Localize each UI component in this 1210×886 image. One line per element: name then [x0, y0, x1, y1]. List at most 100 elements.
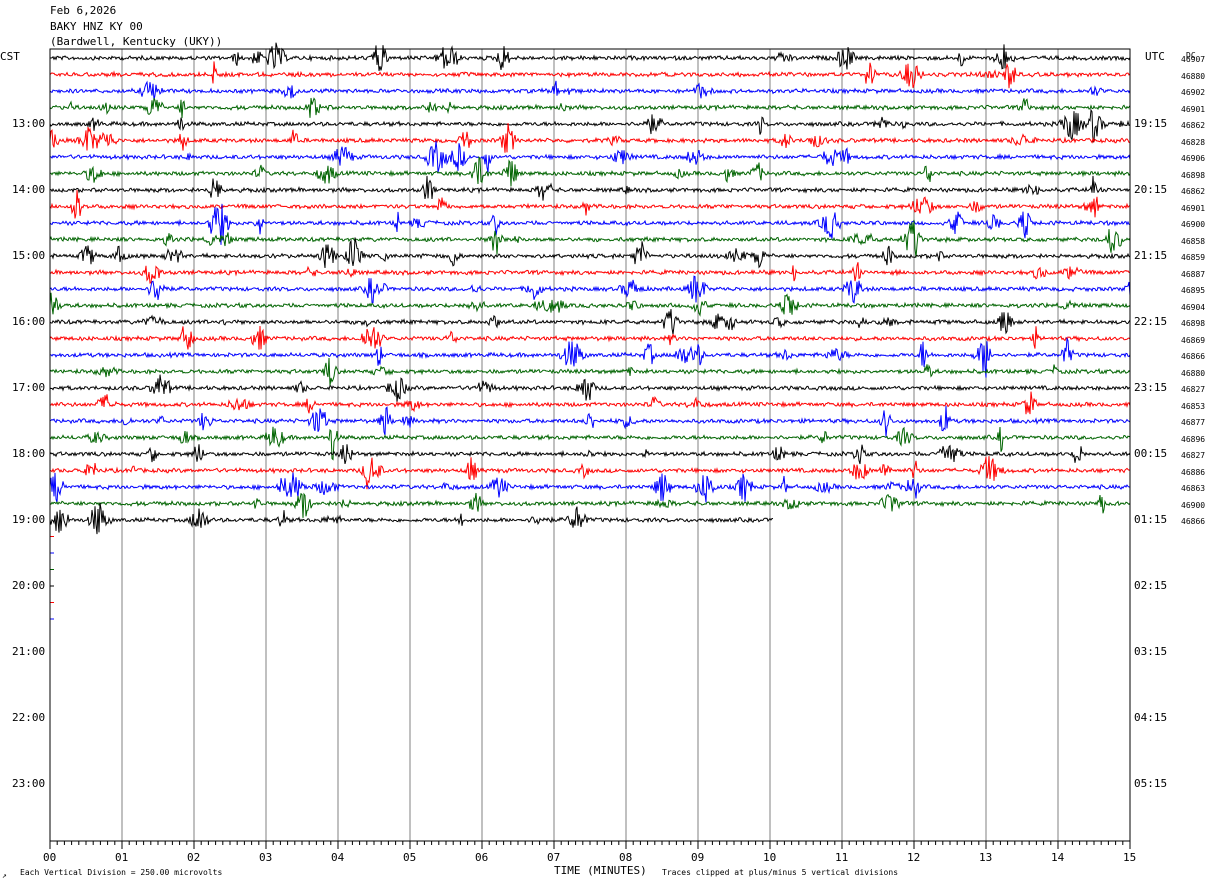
- trace-row-20: [49, 374, 1131, 403]
- right-hour-label: 04:15: [1134, 711, 1168, 724]
- trace-row-27: [49, 492, 1131, 518]
- dc-offset-label: 46827: [1181, 451, 1206, 460]
- trace-row-10: [49, 203, 1131, 245]
- left-hour-label: 17:00: [12, 381, 46, 394]
- trace-row-13: [49, 262, 1131, 284]
- left-hour-label: 20:00: [12, 579, 46, 592]
- left-hour-label: 19:00: [12, 513, 46, 526]
- x-tick-label: 13: [979, 851, 993, 864]
- x-tick-label: 15: [1123, 851, 1137, 864]
- right-hour-label: 23:15: [1134, 381, 1168, 394]
- scale-note: Each Vertical Division = 250.00 microvol…: [20, 868, 223, 877]
- trace-row-0: [50, 42, 1131, 72]
- dc-offset-label: 46862: [1181, 187, 1206, 196]
- trace-row-18: [49, 336, 1131, 378]
- x-tick-label: 08: [619, 851, 633, 864]
- x-axis-ticks: [49, 841, 1131, 849]
- x-tick-label: 14: [1051, 851, 1065, 864]
- dc-offset-label: 46887: [1181, 269, 1206, 279]
- dc-offset-label: 46827: [1181, 385, 1206, 394]
- trace-row-14: [49, 275, 1131, 304]
- right-hour-label: 01:15: [1134, 513, 1168, 526]
- dc-offset-label: 46895: [1181, 286, 1206, 295]
- x-tick-label: 11: [835, 851, 849, 864]
- x-tick-label: 12: [907, 851, 921, 864]
- right-hour-label: 03:15: [1134, 645, 1168, 658]
- trace-row-16: [49, 309, 1131, 335]
- trace-row-28: [49, 502, 774, 535]
- trace-row-5: [49, 122, 1131, 153]
- x-tick-label: 01: [115, 851, 129, 864]
- x-tick-label: 05: [403, 851, 417, 864]
- trace-row-1: [49, 61, 1131, 89]
- left-hour-label: 21:00: [12, 645, 46, 658]
- right-hour-label: 00:15: [1134, 447, 1168, 460]
- trace-row-25: [49, 456, 1131, 490]
- plot-frame: [49, 48, 1131, 842]
- clip-note: Traces clipped at plus/minus 5 vertical …: [662, 868, 899, 877]
- right-hour-label: 19:15: [1134, 117, 1168, 130]
- trace-row-2: [49, 80, 1131, 101]
- dc-offset-label: 46898: [1181, 170, 1206, 180]
- dc-offset-label: 46858: [1181, 236, 1206, 246]
- x-tick-label: 00: [43, 851, 57, 864]
- dc-offset-label: 46906: [1181, 154, 1206, 163]
- left-hour-label: 15:00: [12, 249, 46, 262]
- right-hour-label: 22:15: [1134, 315, 1168, 328]
- x-tick-label: 03: [259, 851, 273, 864]
- left-hour-label: 23:00: [12, 777, 46, 790]
- trace-row-12: [49, 237, 1131, 269]
- dc-offset-label: 46866: [1181, 352, 1206, 361]
- right-hour-label: 02:15: [1134, 579, 1168, 592]
- right-hour-label: 05:15: [1134, 777, 1168, 790]
- trace-row-21: [49, 391, 1131, 415]
- trace-row-7: [49, 156, 1131, 187]
- chart-date: Feb 6,2026: [50, 4, 117, 17]
- corner-mark-icon: ↗: [2, 871, 7, 880]
- dc-offset-label: 46853: [1181, 401, 1206, 411]
- x-tick-label: 04: [331, 851, 345, 864]
- trace-row-19: [49, 357, 1131, 386]
- left-hour-label: 14:00: [12, 183, 46, 196]
- dc-offset-label: 46900: [1181, 500, 1206, 510]
- dc-offset-label: 46898: [1181, 319, 1206, 328]
- dc-offset-label: 46900: [1181, 220, 1206, 229]
- right-hour-label: 20:15: [1134, 183, 1168, 196]
- trace-row-6: [49, 140, 1131, 173]
- trace-row-24: [49, 444, 1131, 465]
- x-tick-label: 07: [547, 851, 561, 864]
- dc-offset-label: 46866: [1181, 517, 1206, 526]
- dc-offset-label: 46863: [1181, 484, 1206, 493]
- left-hour-label: 16:00: [12, 315, 46, 328]
- dc-offset-label: 46901: [1181, 203, 1206, 213]
- trace-row-22: [49, 405, 1131, 437]
- right-hour-label: 21:15: [1134, 249, 1168, 262]
- trace-row-26: [49, 472, 1130, 503]
- trace-row-3: [49, 97, 1131, 119]
- dc-offset-label: 46896: [1181, 434, 1206, 444]
- dc-offset-label: 46904: [1181, 302, 1206, 312]
- seismic-traces: [49, 42, 1131, 620]
- dc-offset-label: 46869: [1181, 335, 1206, 345]
- trace-row-11: [49, 219, 1131, 258]
- x-tick-label: 02: [187, 851, 201, 864]
- dc-offset-label: 46902: [1181, 88, 1206, 97]
- left-hour-label: 18:00: [12, 447, 46, 460]
- left-hour-label: 22:00: [12, 711, 46, 724]
- trace-row-9: [49, 190, 1131, 219]
- x-tick-label: 09: [691, 851, 705, 864]
- trace-row-15: [49, 292, 1131, 317]
- dc-offset-label: 46901: [1181, 104, 1206, 114]
- x-tick-label: 06: [475, 851, 489, 864]
- dc-offset-label: 46880: [1181, 71, 1206, 81]
- x-tick-label: 10: [763, 851, 777, 864]
- dc-header-label: DC: [1186, 51, 1196, 60]
- grid-lines: [121, 49, 1059, 841]
- trace-row-17: [49, 325, 1131, 350]
- dc-offset-label: 46877: [1181, 418, 1206, 427]
- station-location: (Bardwell, Kentucky (UKY)): [50, 35, 223, 48]
- left-hour-label: 13:00: [12, 117, 46, 130]
- dc-offset-label: 46880: [1181, 368, 1206, 378]
- dc-offset-label: 46862: [1181, 121, 1206, 130]
